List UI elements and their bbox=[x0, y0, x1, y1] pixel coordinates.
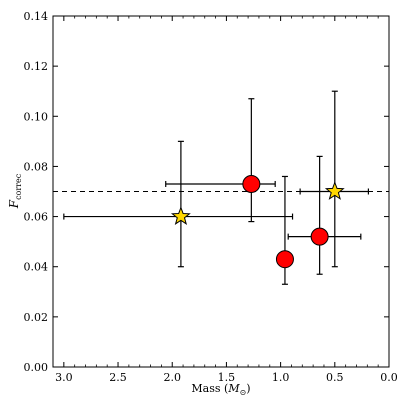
star-marker bbox=[170, 206, 191, 225]
y-tick-label: 0.04 bbox=[24, 261, 49, 274]
y-tick-label: 0.14 bbox=[24, 10, 49, 23]
x-tick-label: 0.5 bbox=[326, 371, 344, 384]
x-tick-label: 1.5 bbox=[218, 371, 236, 384]
circle-marker bbox=[275, 250, 294, 269]
star-marker bbox=[324, 181, 345, 200]
y-tick-label: 0.06 bbox=[24, 211, 49, 224]
circle-marker bbox=[310, 227, 329, 246]
y-tick-label: 0.02 bbox=[24, 311, 49, 324]
y-tick-label: 0.12 bbox=[24, 60, 49, 73]
circle-marker bbox=[242, 174, 261, 193]
x-tick-label: 3.0 bbox=[55, 371, 73, 384]
x-tick-label: 0.0 bbox=[380, 371, 398, 384]
y-tick-label: 0.08 bbox=[24, 160, 49, 173]
x-axis-label: Mass (M⊙) bbox=[191, 382, 250, 397]
y-tick-label: 0.10 bbox=[24, 110, 49, 123]
x-tick-label: 2.5 bbox=[109, 371, 127, 384]
plot-layer: 3.0 2.5 2.0 1.5 1.0 0.5 0.0 0.00 0.02 0.04 0.06 0.0… bbox=[24, 10, 398, 384]
x-tick-label: 2.0 bbox=[163, 371, 181, 384]
y-tick-label: 0.00 bbox=[24, 361, 49, 374]
y-axis-label: Fcorrec bbox=[7, 173, 23, 209]
x-tick-label: 1.0 bbox=[272, 371, 290, 384]
